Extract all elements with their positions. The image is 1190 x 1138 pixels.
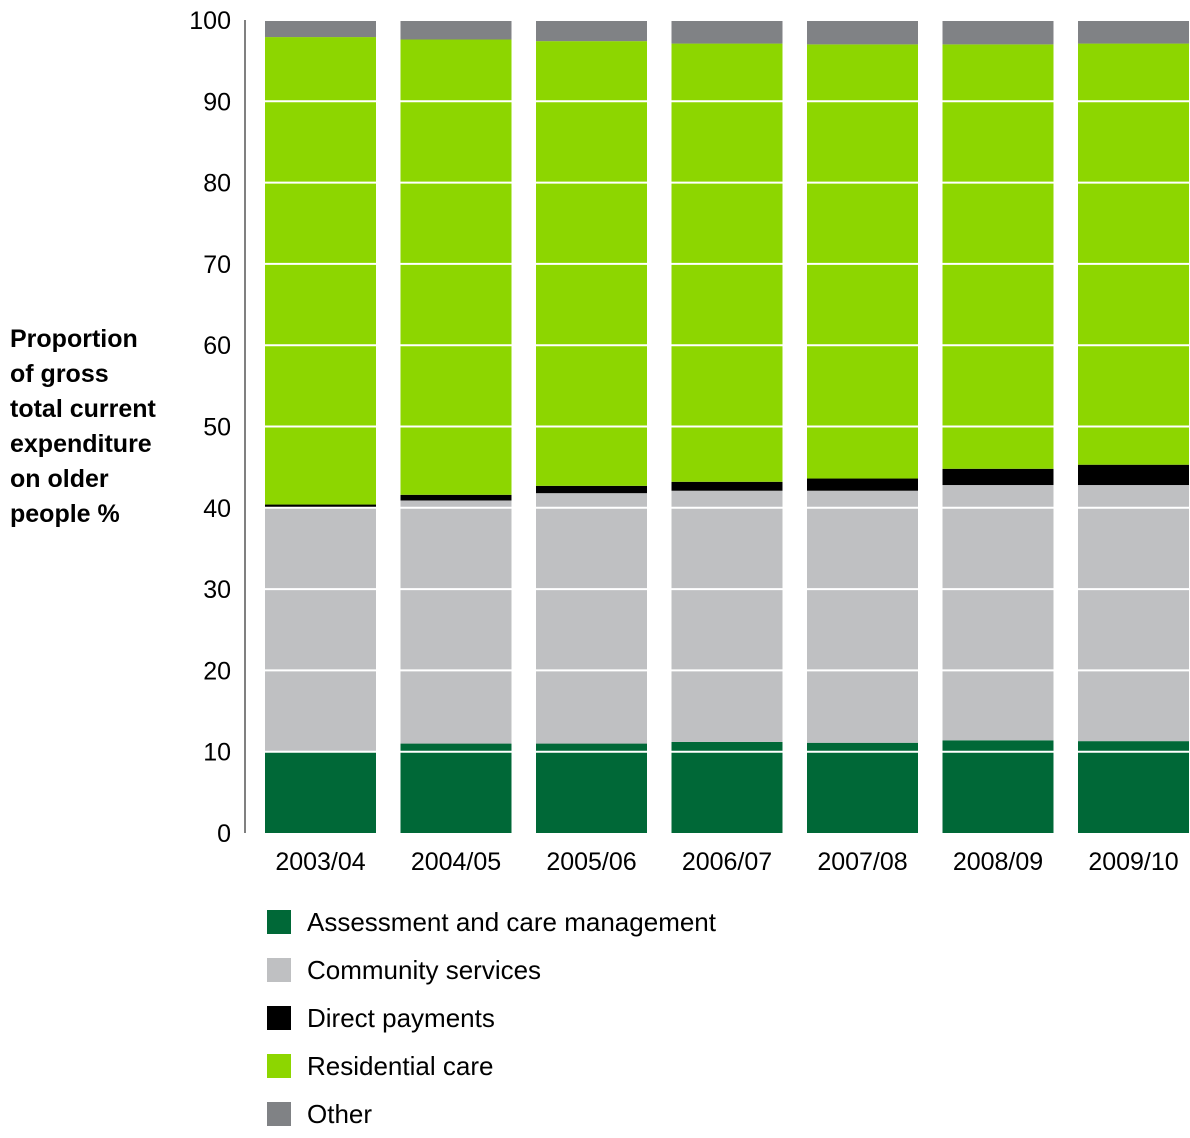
y-tick-label-40: 40 [203, 495, 231, 523]
bar-segment-2003-04-series-2 [265, 504, 376, 508]
bar-segment-2008-09-series-1 [942, 485, 1054, 741]
bar-segment-2009-10-series-3 [1078, 43, 1189, 465]
legend-item-4: Other [267, 1090, 716, 1138]
bar-segment-2007-08-series-0 [807, 742, 918, 833]
gridlines [246, 19, 1190, 753]
x-tick-label-2008-09: 2008/09 [953, 848, 1043, 876]
y-tick-label-0: 0 [217, 820, 231, 848]
legend-swatch [267, 1006, 291, 1030]
bar-segment-2005-06-series-0 [536, 743, 647, 833]
bar-segment-2007-08-series-2 [807, 478, 918, 491]
legend-swatch [267, 958, 291, 982]
y-tick-label-10: 10 [203, 739, 231, 767]
bar-segment-2007-08-series-3 [807, 44, 918, 479]
bar-segment-2003-04-series-3 [265, 37, 376, 505]
bar-segment-2006-07-series-0 [671, 741, 783, 833]
bar-segment-2009-10-series-2 [1078, 464, 1189, 486]
legend: Assessment and care management Community … [267, 898, 716, 1138]
y-tick-label-70: 70 [203, 251, 231, 279]
bar-segment-2006-07-series-3 [671, 43, 783, 482]
y-tick-label-60: 60 [203, 332, 231, 360]
legend-item-3: Residential care [267, 1042, 716, 1090]
legend-item-1: Community services [267, 946, 716, 994]
x-tick-label-2005-06: 2005/06 [546, 848, 636, 876]
legend-item-2: Direct payments [267, 994, 716, 1042]
bar-segment-2004-05-series-0 [400, 743, 512, 833]
y-axis-title: Proportion of gross total current expend… [10, 325, 156, 528]
bar-segment-2005-06-series-2 [536, 485, 647, 494]
x-tick-label-2003-04: 2003/04 [275, 848, 365, 876]
y-tick-label-100: 100 [189, 7, 231, 35]
bar-segment-2009-10-series-0 [1078, 741, 1189, 833]
bar-segment-2004-05-series-3 [400, 39, 512, 495]
bar-segment-2008-09-series-4 [942, 20, 1054, 45]
legend-swatch [267, 1102, 291, 1126]
bar-segment-2005-06-series-1 [536, 493, 647, 744]
bar-segment-2003-04-series-0 [265, 751, 376, 833]
y-tick-label-20: 20 [203, 657, 231, 685]
legend-label: Residential care [307, 1050, 494, 1081]
x-tick-label-2009-10: 2009/10 [1088, 848, 1178, 876]
bar-segment-2003-04-series-4 [265, 20, 376, 38]
bar-segment-2003-04-series-1 [265, 507, 376, 752]
legend-swatch [267, 1054, 291, 1078]
bar-segment-2008-09-series-0 [942, 740, 1054, 833]
legend-label: Direct payments [307, 1002, 495, 1033]
x-tick-label-2006-07: 2006/07 [682, 848, 772, 876]
bar-segment-2009-10-series-4 [1078, 20, 1189, 44]
bar-segment-2008-09-series-3 [942, 44, 1054, 469]
y-tick-labels: 0 10 20 30 40 50 60 70 80 90 100 [189, 7, 231, 848]
x-tick-label-2007-08: 2007/08 [817, 848, 907, 876]
y-tick-label-80: 80 [203, 170, 231, 198]
bar-segment-2004-05-series-2 [400, 494, 512, 501]
bar-segment-2007-08-series-1 [807, 490, 918, 743]
bar-segment-2006-07-series-1 [671, 490, 783, 742]
bar-segment-2005-06-series-4 [536, 20, 647, 42]
bar-segment-2006-07-series-4 [671, 20, 783, 44]
legend-label: Assessment and care management [307, 906, 716, 937]
y-tick-label-90: 90 [203, 88, 231, 116]
legend-swatch [267, 910, 291, 934]
legend-label: Community services [307, 954, 542, 985]
legend-item-0: Assessment and care management [267, 898, 716, 946]
bar-segment-2004-05-series-1 [400, 500, 512, 744]
bar-segment-2009-10-series-1 [1078, 485, 1189, 742]
x-tick-labels: 2003/04 2004/05 2005/06 2006/07 2007/08 2008/… [275, 848, 1178, 876]
bar-segment-2004-05-series-4 [400, 20, 512, 40]
y-tick-label-30: 30 [203, 576, 231, 604]
bar-segment-2007-08-series-4 [807, 20, 918, 45]
bar-segment-2008-09-series-2 [942, 468, 1054, 486]
bar-segment-2006-07-series-2 [671, 481, 783, 491]
y-tick-label-50: 50 [203, 414, 231, 442]
legend-label: Other [307, 1098, 373, 1129]
x-tick-label-2004-05: 2004/05 [411, 848, 501, 876]
